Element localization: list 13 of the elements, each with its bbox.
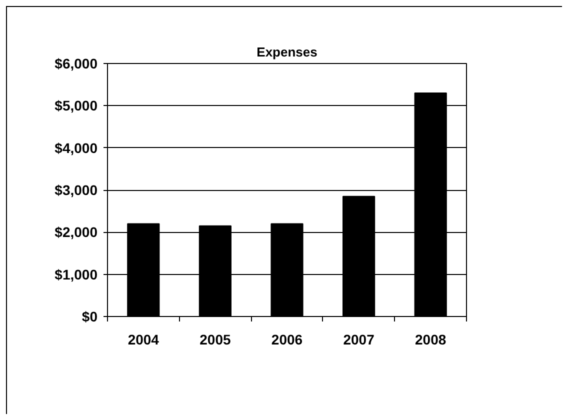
- y-tick-label: $4,000: [54, 140, 98, 156]
- y-tick-label: $3,000: [54, 182, 98, 198]
- y-tick-label: $5,000: [54, 98, 98, 114]
- y-tick-label: $6,000: [54, 56, 98, 72]
- x-tick-label: 2006: [271, 332, 303, 348]
- x-tick-label: 2005: [200, 332, 231, 348]
- y-tick-label: $0: [82, 308, 98, 324]
- y-tick-label: $2,000: [54, 224, 98, 240]
- x-tick-label: 2007: [343, 332, 375, 348]
- chart-title: Expenses: [256, 44, 318, 60]
- x-tick-label: 2008: [415, 332, 446, 348]
- y-tick-label: $1,000: [54, 266, 98, 282]
- x-tick-label: 2004: [128, 332, 160, 348]
